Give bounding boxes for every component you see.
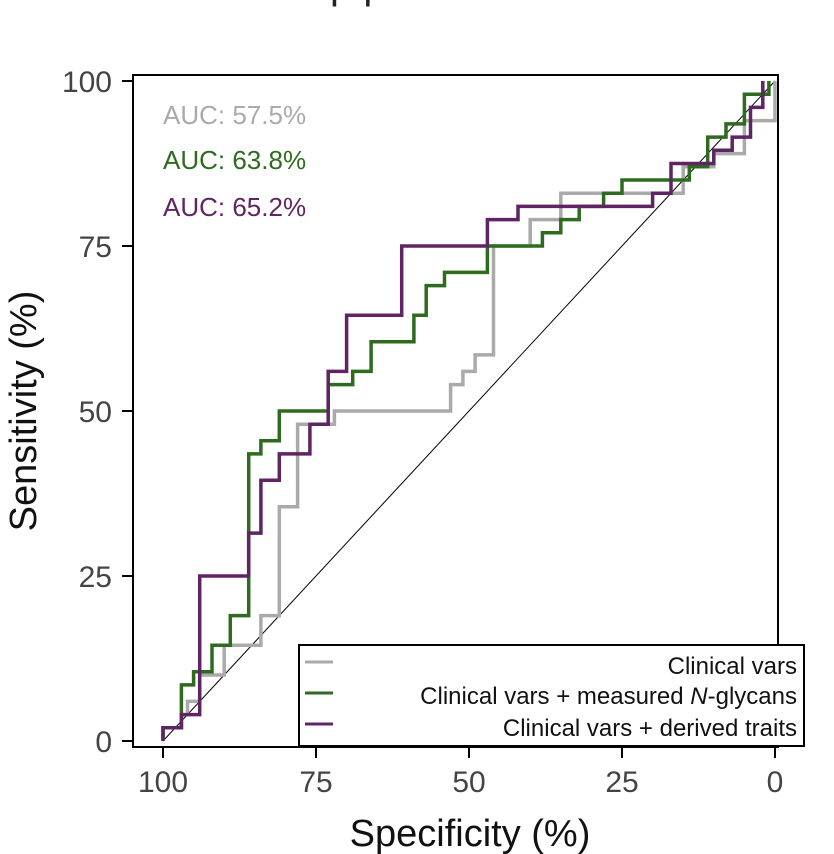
x-tick-label: 75 (299, 766, 332, 799)
x-tick-label: 100 (138, 766, 188, 799)
y-axis-label: Sensitivity (%) (3, 291, 45, 532)
auc-label-clinical: AUC: 57.5% (163, 100, 306, 130)
y-tick-label: 50 (79, 396, 112, 429)
y-tick-label: 25 (79, 561, 112, 594)
chart-title-fragment: p p (330, 0, 386, 7)
auc-label-measured-glycans: AUC: 63.8% (163, 145, 306, 175)
x-axis: 100 75 50 25 0 (138, 747, 783, 799)
x-tick-label: 25 (605, 766, 638, 799)
x-tick-label: 0 (767, 766, 784, 799)
legend-label-measured-glycans: Clinical vars + measured N-glycans (420, 683, 797, 710)
y-axis: 0 25 50 75 100 (62, 66, 133, 759)
reference-diagonal-line (162, 80, 776, 742)
roc-line-derived-traits (161, 81, 765, 741)
x-axis-label: Specificity (%) (350, 813, 591, 854)
y-tick-label: 75 (79, 231, 112, 264)
legend: Clinical vars Clinical vars + measured N… (298, 644, 805, 747)
x-tick-label: 50 (452, 766, 485, 799)
y-tick-label: 0 (95, 726, 112, 759)
legend-label-clinical: Clinical vars (668, 653, 797, 680)
legend-box (298, 644, 805, 747)
plot-area (161, 80, 777, 742)
auc-label-derived-traits: AUC: 65.2% (163, 192, 306, 222)
roc-line-measured-glycans (161, 81, 771, 741)
legend-label-derived-traits: Clinical vars + derived traits (503, 715, 797, 742)
y-tick-label: 100 (62, 66, 112, 99)
